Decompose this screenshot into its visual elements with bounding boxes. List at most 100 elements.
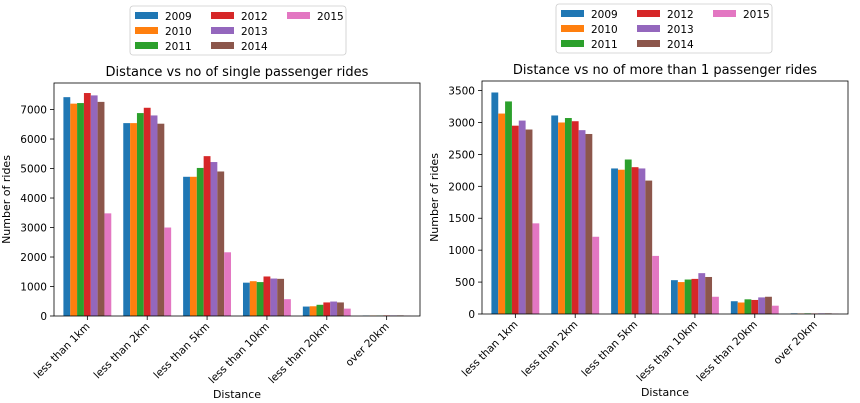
bar-2010-5 — [309, 306, 317, 316]
bar-2011-1 — [505, 101, 512, 315]
legend-swatch — [637, 25, 660, 32]
plot-frame — [53, 82, 421, 317]
x-tick-label: over 20km — [771, 319, 819, 367]
legend-entry: 2010 — [165, 26, 192, 38]
bar-2014-5 — [765, 296, 772, 314]
y-axis: 0 500 1000 1500 2000 2500 3000 3500 — [448, 86, 482, 321]
bar-2012-4 — [691, 278, 699, 314]
bar-2015-2 — [592, 236, 600, 314]
chart-1: Distance vs no of single passenger rides… — [0, 5, 421, 401]
bar-2013-3 — [210, 162, 218, 316]
legend: 2009 2010 2011 2012 2013 2014 2015 — [129, 5, 347, 56]
legend-swatch — [211, 27, 234, 34]
bar-2014-5 — [337, 302, 344, 316]
bar-2014-1 — [97, 101, 105, 316]
plot-frame — [481, 80, 849, 315]
y-tick-label: 0 — [40, 311, 47, 323]
y-tick-label: 2500 — [448, 149, 475, 161]
legend-swatch — [287, 12, 310, 19]
x-axis-label: Distance — [641, 386, 689, 399]
x-tick-label: less than 2km — [92, 321, 153, 382]
bar-2013-1 — [90, 95, 98, 316]
y-tick-label: 6000 — [20, 134, 47, 146]
legend-swatch — [561, 25, 584, 32]
bar-2011-4 — [256, 282, 264, 316]
bar-2015-3 — [652, 255, 660, 314]
legend-entry: 2011 — [165, 41, 192, 53]
x-tick-label: less than 5km — [151, 321, 212, 382]
bar-2013-3 — [638, 168, 646, 314]
bar-2010-1 — [498, 113, 506, 314]
legend-entry: 2010 — [591, 24, 618, 36]
x-tick-label: less than 20km — [266, 321, 331, 386]
legend-box — [129, 5, 347, 56]
bars — [63, 93, 411, 317]
legend-entry: 2011 — [591, 39, 618, 51]
x-axis: less than 1km less than 2km less than 5kml… — [460, 314, 820, 384]
x-tick-label: less than 5km — [579, 319, 640, 380]
y-tick-label: 7000 — [20, 105, 47, 117]
bar-2015-4 — [712, 296, 719, 314]
bar-2014-2 — [157, 123, 165, 316]
legend-entry: 2009 — [591, 9, 618, 21]
legend-swatch — [211, 12, 234, 19]
legend-entry: 2009 — [165, 11, 192, 23]
y-axis-label: Number of rides — [0, 155, 13, 244]
y-tick-label: 2000 — [20, 252, 47, 264]
bar-2014-1 — [525, 129, 533, 314]
legend-swatch — [637, 40, 660, 47]
bar-2010-4 — [249, 281, 257, 316]
bar-2012-3 — [203, 156, 211, 316]
x-tick-label: less than 1km — [460, 319, 521, 380]
bar-2011-2 — [564, 118, 572, 315]
legend-swatch — [135, 27, 158, 34]
bar-2009-5 — [730, 301, 738, 314]
y-tick-label: 0 — [468, 309, 475, 321]
x-tick-label: less than 10km — [635, 319, 700, 384]
bar-2009-5 — [302, 306, 310, 316]
bar-2014-3 — [645, 180, 653, 314]
bar-2010-2 — [130, 123, 137, 316]
bars — [491, 92, 839, 315]
bar-2015-3 — [224, 252, 232, 316]
bar-2012-4 — [263, 276, 271, 316]
y-tick-label: 4000 — [20, 193, 47, 205]
y-axis: 0 1000 2000 3000 4000 5000 6000 7000 — [20, 105, 54, 323]
bar-2012-3 — [631, 167, 639, 314]
x-tick-label: over 20km — [343, 321, 391, 369]
chart-title: Distance vs no of single passenger rides — [106, 65, 369, 80]
legend-entry: 2015 — [317, 11, 344, 23]
legend-entry: 2012 — [667, 9, 694, 21]
bar-2011-5 — [744, 299, 752, 314]
bar-2015-4 — [284, 299, 291, 316]
bar-2011-4 — [684, 279, 692, 314]
bar-2013-1 — [518, 120, 526, 314]
bar-2010-3 — [189, 176, 197, 316]
bar-2015-5 — [771, 305, 779, 314]
x-tick-label: less than 20km — [694, 319, 759, 384]
y-tick-label: 3500 — [448, 86, 475, 98]
bar-2009-2 — [123, 123, 131, 316]
chart-title: Distance vs no of more than 1 passenger … — [513, 63, 817, 78]
bar-2009-3 — [611, 168, 618, 314]
bar-2011-3 — [196, 167, 204, 316]
bar-2011-2 — [136, 113, 144, 316]
y-tick-label: 1000 — [20, 282, 47, 294]
bar-2014-4 — [705, 276, 713, 314]
y-tick-label: 3000 — [20, 223, 47, 235]
legend-entry: 2013 — [667, 24, 694, 36]
bar-2012-2 — [571, 121, 579, 314]
bar-2009-3 — [183, 176, 190, 316]
bar-2014-4 — [277, 278, 285, 316]
bar-2010-4 — [677, 282, 685, 314]
bar-2013-2 — [578, 130, 586, 314]
x-axis-label: Distance — [213, 388, 261, 401]
y-axis-label: Number of rides — [428, 153, 441, 242]
y-tick-label: 3000 — [448, 117, 475, 129]
y-tick-label: 1000 — [448, 245, 475, 257]
legend-swatch — [637, 10, 660, 17]
bar-2015-2 — [164, 227, 172, 316]
chart-2: Distance vs no of more than 1 passenger … — [428, 3, 849, 399]
legend-box — [555, 3, 773, 54]
